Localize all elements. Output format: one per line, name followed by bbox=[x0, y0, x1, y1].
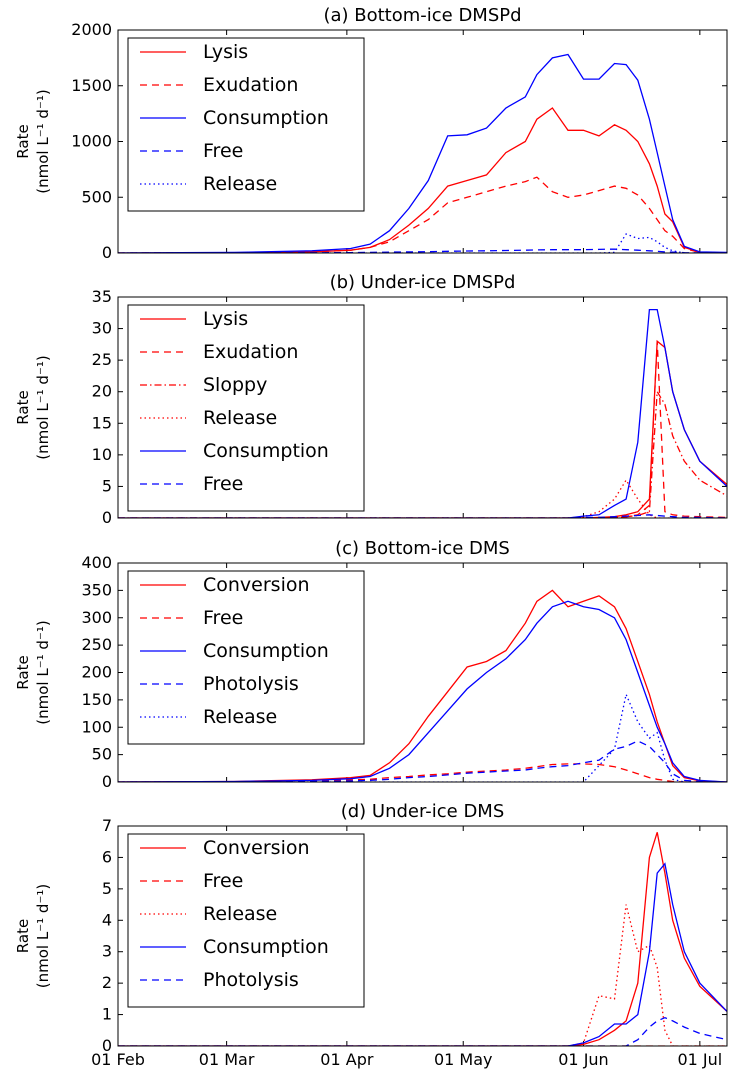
y-axis-label: Rate bbox=[14, 919, 32, 953]
series-line bbox=[118, 248, 727, 253]
y-tick-label: 50 bbox=[92, 745, 112, 764]
y-tick-label: 1500 bbox=[71, 76, 112, 95]
series-line bbox=[118, 107, 727, 253]
y-tick-label: 250 bbox=[81, 635, 112, 654]
y-tick-label: 400 bbox=[81, 553, 112, 572]
panel-title: (d) Under-ice DMS bbox=[341, 801, 505, 822]
series-line bbox=[118, 1016, 727, 1046]
legend-label: Free bbox=[203, 607, 243, 629]
legend-label: Conversion bbox=[203, 574, 310, 596]
plot-frame bbox=[117, 296, 728, 519]
y-axis-label: Rate bbox=[14, 655, 32, 689]
legend-label: Sloppy bbox=[203, 374, 267, 396]
series-line bbox=[118, 904, 727, 1046]
y-tick-label: 10 bbox=[92, 445, 112, 464]
legend-label: Free bbox=[203, 140, 243, 162]
x-tick-label: 01 Jun bbox=[558, 1050, 608, 1069]
plot-frame bbox=[117, 825, 728, 1047]
series-line bbox=[118, 339, 727, 518]
y-tick-label: 6 bbox=[102, 847, 112, 866]
legend-label: Release bbox=[203, 407, 277, 429]
legend-box bbox=[127, 37, 365, 212]
legend-label: Release bbox=[203, 706, 277, 728]
x-tick-label: 01 Feb bbox=[91, 1050, 145, 1069]
y-tick-label: 300 bbox=[81, 608, 112, 627]
series-line bbox=[118, 53, 727, 253]
y-axis-label: Rate bbox=[14, 124, 32, 158]
legend-box bbox=[127, 570, 365, 745]
y-tick-label: 3 bbox=[102, 942, 112, 961]
legend-label: Conversion bbox=[203, 837, 310, 859]
series-line bbox=[118, 589, 727, 782]
series-line bbox=[118, 600, 727, 782]
legend-label: Consumption bbox=[203, 640, 329, 662]
y-axis-label: (nmol L⁻¹ d⁻¹) bbox=[34, 884, 52, 988]
y-tick-label: 4 bbox=[102, 910, 112, 929]
legend-label: Exudation bbox=[203, 74, 298, 96]
series-line bbox=[118, 740, 727, 782]
series-line bbox=[118, 341, 727, 518]
y-tick-label: 0 bbox=[102, 772, 112, 791]
y-axis-label: (nmol L⁻¹ d⁻¹) bbox=[34, 89, 52, 193]
y-tick-label: 0 bbox=[102, 508, 112, 527]
panel-title: (a) Bottom-ice DMSPd bbox=[323, 5, 521, 26]
legend-label: Release bbox=[203, 903, 277, 925]
legend-label: Free bbox=[203, 870, 243, 892]
y-tick-label: 1 bbox=[102, 1005, 112, 1024]
series-line bbox=[118, 763, 727, 782]
y-tick-label: 100 bbox=[81, 717, 112, 736]
y-tick-label: 500 bbox=[81, 187, 112, 206]
plot-frame bbox=[117, 29, 728, 254]
legend-label: Lysis bbox=[203, 308, 248, 330]
y-tick-label: 5 bbox=[102, 476, 112, 495]
y-tick-label: 0 bbox=[102, 243, 112, 262]
y-tick-label: 35 bbox=[92, 287, 112, 306]
y-tick-label: 5 bbox=[102, 879, 112, 898]
y-tick-label: 2000 bbox=[71, 20, 112, 39]
legend-label: Free bbox=[203, 473, 243, 495]
series-line bbox=[118, 176, 727, 253]
legend-label: Consumption bbox=[203, 936, 329, 958]
y-axis-label: (nmol L⁻¹ d⁻¹) bbox=[34, 355, 52, 459]
legend-label: Photolysis bbox=[203, 969, 299, 991]
legend-label: Consumption bbox=[203, 107, 329, 129]
y-tick-label: 20 bbox=[92, 382, 112, 401]
series-line bbox=[118, 832, 727, 1046]
y-tick-label: 30 bbox=[92, 319, 112, 338]
y-tick-label: 350 bbox=[81, 580, 112, 599]
y-tick-label: 0 bbox=[102, 1036, 112, 1055]
y-tick-label: 200 bbox=[81, 663, 112, 682]
series-line bbox=[118, 862, 727, 1046]
x-tick-label: 01 May bbox=[434, 1050, 493, 1069]
y-axis-label: Rate bbox=[14, 390, 32, 424]
y-tick-label: 150 bbox=[81, 690, 112, 709]
y-axis-label: (nmol L⁻¹ d⁻¹) bbox=[34, 620, 52, 724]
series-line bbox=[118, 308, 727, 518]
x-tick-label: 01 Mar bbox=[199, 1050, 255, 1069]
plot-frame bbox=[117, 562, 728, 783]
legend-label: Exudation bbox=[203, 341, 298, 363]
legend-box bbox=[127, 304, 365, 512]
legend-label: Photolysis bbox=[203, 673, 299, 695]
y-tick-label: 15 bbox=[92, 413, 112, 432]
series-line bbox=[118, 514, 727, 518]
x-tick-label: 01 Jul bbox=[677, 1050, 722, 1069]
panel-title: (b) Under-ice DMSPd bbox=[330, 272, 516, 293]
y-tick-label: 7 bbox=[102, 816, 112, 835]
y-tick-label: 25 bbox=[92, 350, 112, 369]
legend-label: Lysis bbox=[203, 41, 248, 63]
y-tick-label: 1000 bbox=[71, 132, 112, 151]
panel-title: (c) Bottom-ice DMS bbox=[335, 538, 510, 559]
series-line bbox=[118, 692, 727, 782]
legend-label: Consumption bbox=[203, 440, 329, 462]
legend-label: Release bbox=[203, 173, 277, 195]
x-tick-label: 01 Apr bbox=[320, 1050, 374, 1069]
legend-box bbox=[127, 833, 365, 1008]
y-tick-label: 2 bbox=[102, 973, 112, 992]
